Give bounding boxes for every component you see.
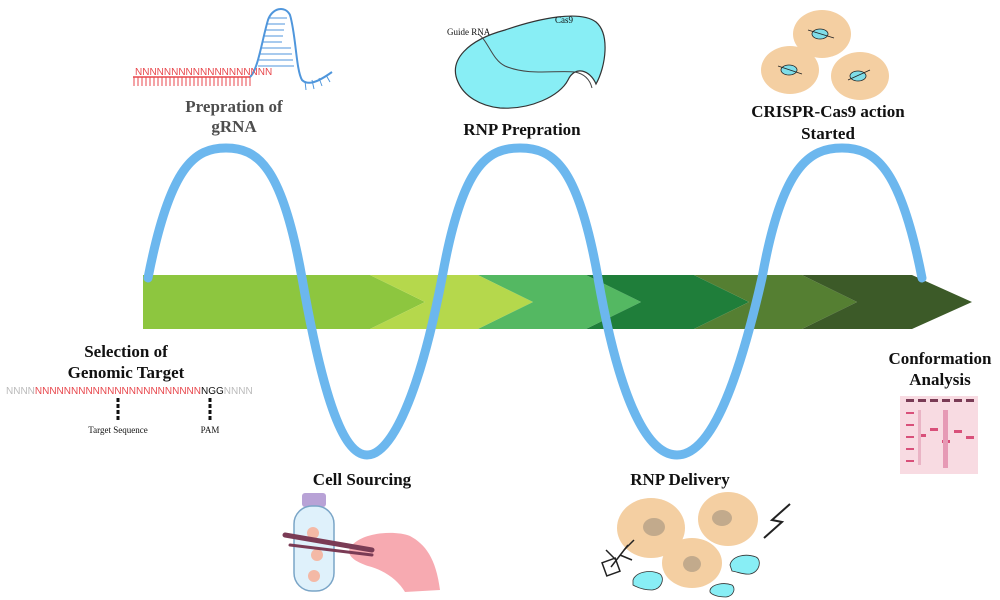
delivery-nucleus-1 <box>643 518 665 536</box>
arrow-segment-6 <box>802 275 972 329</box>
grna-step-label-line1: Prepration of <box>185 97 283 116</box>
target-step-label-line1: Selection of <box>84 342 168 361</box>
flank-left: NNNN <box>6 386 35 397</box>
rnp-delivery-step-label: RNP Delivery <box>630 470 730 489</box>
action-step-label-line2: Started <box>801 124 855 143</box>
cell-sourcing-illustration <box>282 493 440 592</box>
tube-cell-2 <box>311 549 323 561</box>
cas9-label: Cas9 <box>555 15 574 25</box>
confirm-step-label-line1: Conformation <box>889 349 992 368</box>
target-step-label-line2: Genomic Target <box>68 363 185 382</box>
grna-step-label-line2: gRNA <box>211 117 257 136</box>
confirm-step-label-line2: Analysis <box>909 370 971 389</box>
delivery-nucleus-2 <box>712 510 732 526</box>
guide-rna-strand <box>477 33 593 89</box>
cas9-protein <box>454 15 606 109</box>
rnp-prep-step-label: RNP Prepration <box>463 120 581 139</box>
grna-backbone-blue <box>249 8 333 84</box>
rnp-illustration: Guide RNA Cas9 <box>447 15 606 109</box>
rnp-particle-1 <box>729 554 760 575</box>
pam-region: NGG <box>201 386 224 397</box>
process-wave <box>143 143 927 460</box>
delivery-nucleus-3 <box>683 556 701 572</box>
flank-right: NNNN <box>224 386 253 397</box>
target-dna-sequence: NNNNNNNNNNNNNNNNNNNNNNNNNNNNGGNNNN <box>6 386 253 397</box>
tube-cell-1 <box>307 527 319 539</box>
electroporation-bolt-icon <box>763 503 791 539</box>
action-step-label-line1: CRISPR-Cas9 action <box>751 102 905 121</box>
tube-cap <box>302 493 326 507</box>
gel-slab <box>900 396 978 474</box>
tube-cell-3 <box>308 570 320 582</box>
gel-bands <box>906 410 974 468</box>
guide-rna-label: Guide RNA <box>447 27 491 37</box>
gel-electrophoresis-icon <box>900 396 978 474</box>
arrow-segment-1 <box>143 275 425 329</box>
timeline-arrow <box>143 275 972 329</box>
arrow-segment-5 <box>694 275 857 329</box>
rnp-particle-2 <box>632 571 663 591</box>
tweezers <box>282 532 375 553</box>
gloved-hand <box>349 532 440 592</box>
grna-hairpin-ticks <box>258 17 331 91</box>
grna-illustration: NNNNNNNNNNNNNNNNNNN <box>133 8 333 91</box>
grna-sequence-text: NNNNNNNNNNNNNNNNNNN <box>135 67 272 78</box>
rnp-particle-3 <box>709 583 735 598</box>
pam-caption: PAM <box>201 425 220 435</box>
grna-ticks <box>133 77 251 86</box>
viral-vector-icon <box>601 539 635 577</box>
tweezers-lower <box>288 543 374 557</box>
target-sequence-caption: Target Sequence <box>88 425 147 435</box>
arrow-segment-4 <box>586 275 749 329</box>
gel-wells <box>906 399 974 402</box>
cell-sourcing-step-label: Cell Sourcing <box>313 470 412 489</box>
target-region: NNNNNNNNNNNNNNNNNNNNNNN <box>35 386 201 397</box>
cells-with-cas9-illustration <box>761 10 889 100</box>
arrow-segment-2 <box>370 275 533 329</box>
rnp-delivery-illustration <box>601 492 791 598</box>
